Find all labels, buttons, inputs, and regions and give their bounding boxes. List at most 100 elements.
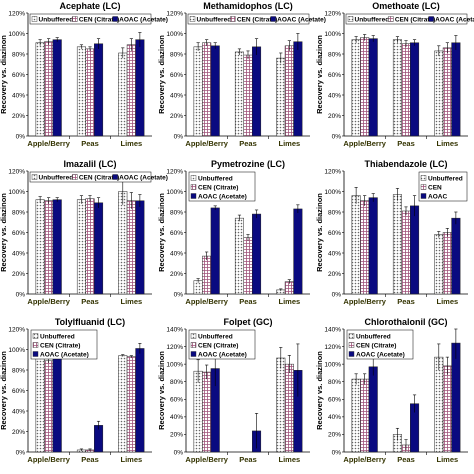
- legend-swatch-aoac-acetate: [348, 351, 355, 357]
- bar-unbuffered: [35, 199, 45, 295]
- y-tick-label: 100%: [166, 361, 183, 368]
- y-tick-label: 40%: [170, 92, 183, 99]
- chart-title: Thiabendazole (LC): [365, 159, 448, 169]
- y-tick-label: 40%: [170, 250, 183, 257]
- y-tick-label: 60%: [12, 230, 25, 237]
- bar-aoac-acetate: [293, 208, 303, 295]
- bar-cen-citrate: [85, 198, 95, 295]
- y-axis-label: Recovery vs. diazinon: [0, 351, 8, 430]
- bar-cen-citrate: [44, 41, 54, 137]
- x-category-label: Peas: [81, 139, 99, 148]
- y-tick-label: 80%: [12, 51, 25, 58]
- bar-unbuffered: [118, 355, 128, 453]
- x-category-label: Limes: [278, 455, 300, 464]
- bar-unbuffered: [351, 39, 361, 137]
- y-tick-label: 0%: [174, 449, 184, 456]
- x-category-label: Limes: [278, 297, 300, 306]
- chart-panel-acephate-lc: Acephate (LC) 0% 20% 40% 60% 80% 100% 120% Recov…: [0, 1, 168, 148]
- bar-cen: [360, 200, 370, 295]
- legend-swatch-cen-citrate: [348, 342, 355, 348]
- x-category-label: Apple/Berry: [185, 139, 228, 148]
- x-category-label: Peas: [81, 297, 99, 306]
- bar-unbuffered: [118, 191, 128, 295]
- legend-label: AOAC (Acetate): [198, 193, 247, 200]
- x-category-label: Limes: [436, 139, 458, 148]
- legend-label: Unbuffered: [356, 333, 391, 340]
- legend-swatch-aoac-acetate: [270, 16, 276, 22]
- legend-swatch-unbuffered: [32, 333, 39, 339]
- x-category-label: Peas: [239, 139, 257, 148]
- y-tick-label: 40%: [12, 408, 25, 415]
- x-category-label: Peas: [239, 297, 257, 306]
- legend-swatch-unbuffered: [189, 16, 196, 22]
- y-tick-label: 40%: [328, 414, 341, 421]
- y-tick-label: 0%: [332, 291, 342, 298]
- legend-swatch-aoac: [420, 193, 427, 199]
- y-tick-label: 60%: [170, 72, 183, 79]
- bar-cen: [442, 232, 452, 295]
- chart-panel-chlorothalonil-gc: Chlorothalonil (GC) 0% 20% 40% 60% 80% 100% 120…: [315, 317, 468, 464]
- y-tick-label: 0%: [332, 133, 342, 140]
- y-tick-label: 140%: [324, 326, 341, 333]
- legend-label: AOAC (Acetate): [277, 16, 326, 23]
- legend-swatch-aoac-acetate: [112, 174, 118, 180]
- y-tick-label: 20%: [12, 113, 25, 120]
- chart-title: Chlorothalonil (GC): [365, 317, 448, 327]
- legend-box: [188, 329, 256, 360]
- bar-unbuffered: [76, 199, 86, 295]
- legend: Unbuffered CEN AOAC: [418, 171, 468, 202]
- y-tick-label: 20%: [12, 429, 25, 436]
- bar-unbuffered: [276, 357, 286, 453]
- legend-swatch-unbuffered: [190, 175, 197, 181]
- x-category-label: Peas: [397, 139, 415, 148]
- legend-label: AOAC (Acetate): [435, 16, 474, 23]
- y-tick-label: 40%: [328, 92, 341, 99]
- legend-swatch-cen-citrate: [32, 342, 39, 348]
- bar-aoac-acetate: [52, 199, 62, 295]
- y-tick-label: 0%: [174, 291, 184, 298]
- y-tick-label: 20%: [170, 113, 183, 120]
- legend-label: Unbuffered: [355, 16, 390, 23]
- y-tick-label: 120%: [166, 10, 183, 17]
- y-tick-label: 80%: [328, 209, 341, 216]
- bar-aoac-acetate: [293, 41, 303, 137]
- chart-panel-pymetrozine-lc: Pymetrozine (LC) 0% 20% 40% 60% 80% 100% 120% Re…: [157, 159, 310, 306]
- chart-panel-folpet-gc: Folpet (GC) 0% 20% 40% 60% 80% 100% 120% 140% Rec…: [157, 317, 310, 464]
- legend-label: CEN: [428, 184, 442, 191]
- y-tick-label: 80%: [170, 379, 183, 386]
- chart-panel-tolylfluanid-lc: Tolylfluanid (LC) 0% 20% 40% 60% 80% 100% 120% R…: [0, 317, 152, 464]
- bar-aoac-acetate: [135, 39, 145, 137]
- x-category-label: Peas: [397, 297, 415, 306]
- chart-panel-thiabendazole-lc: Thiabendazole (LC) 0% 20% 40% 60% 80% 100% 120%…: [315, 159, 468, 306]
- y-tick-label: 40%: [12, 250, 25, 257]
- bar-cen-citrate: [126, 44, 136, 137]
- bar-cen-citrate: [202, 371, 212, 453]
- y-tick-label: 80%: [12, 209, 25, 216]
- y-tick-label: 60%: [170, 230, 183, 237]
- bar-unbuffered: [434, 356, 444, 453]
- bar-aoac-acetate: [451, 42, 461, 137]
- chart-title: Methamidophos (LC): [203, 1, 293, 11]
- bar-unbuffered: [35, 356, 45, 453]
- y-tick-label: 20%: [12, 271, 25, 278]
- y-tick-label: 80%: [170, 209, 183, 216]
- y-tick-label: 120%: [324, 168, 341, 175]
- legend-label: Unbuffered: [428, 175, 463, 182]
- legend-label: CEN (Citrate): [79, 174, 119, 181]
- y-tick-label: 80%: [170, 51, 183, 58]
- chart-title: Folpet (GC): [224, 317, 273, 327]
- legend-label: Unbuffered: [39, 174, 74, 181]
- y-tick-label: 20%: [328, 113, 341, 120]
- legend-swatch-unbuffered: [190, 333, 197, 339]
- x-category-label: Apple/Berry: [185, 455, 228, 464]
- y-tick-label: 20%: [170, 432, 183, 439]
- y-tick-label: 20%: [170, 271, 183, 278]
- bar-aoac-acetate: [135, 348, 145, 453]
- legend-swatch-cen: [420, 184, 427, 190]
